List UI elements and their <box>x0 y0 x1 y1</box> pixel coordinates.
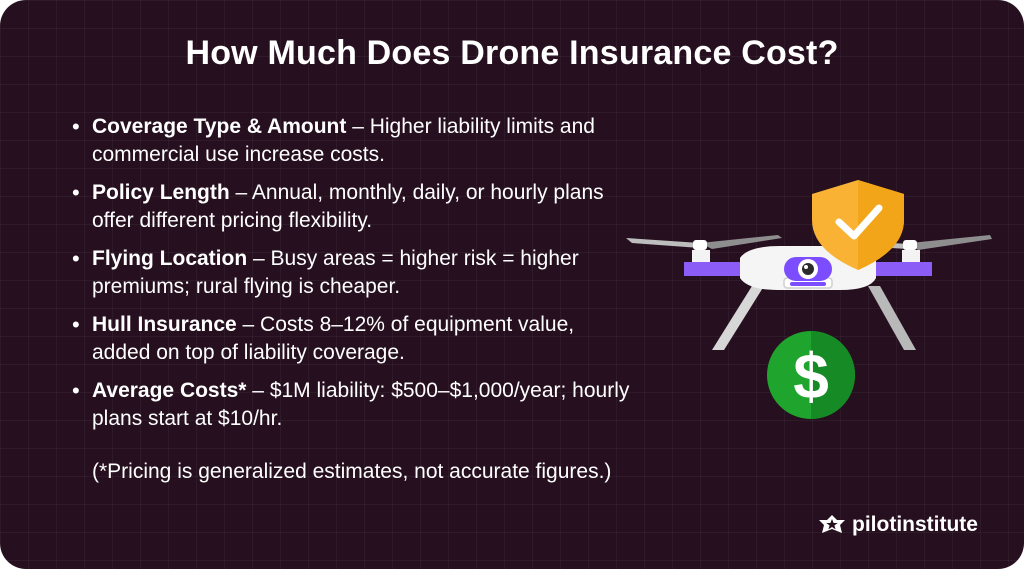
bullet-list: Coverage Type & Amount – Higher liabilit… <box>72 113 632 443</box>
bullet-desc: – Busy areas = higher risk = higher prem… <box>92 247 579 298</box>
dollar-coin-icon: $ <box>767 331 855 419</box>
bullet-term: Flying Location <box>92 247 248 270</box>
brand-name: pilotinstitute <box>852 513 978 536</box>
bullet-desc: – Costs 8–12% of equipment value, added … <box>92 313 575 364</box>
bullet-desc: – Higher liability limits and commercial… <box>92 115 595 166</box>
propeller-left-icon <box>626 235 782 250</box>
pricing-footnote: (*Pricing is generalized estimates, not … <box>92 460 612 483</box>
shield-check-icon <box>812 180 904 270</box>
brand-logo[interactable]: pilotinstitute <box>818 511 978 539</box>
page-title: How Much Does Drone Insurance Cost? <box>185 34 839 72</box>
camera-icon <box>784 257 832 281</box>
bullet-term: Average Costs* <box>92 379 247 402</box>
drone-illustration: $ <box>626 180 992 419</box>
bullet-item: Hull Insurance – Costs 8–12% of equipmen… <box>72 311 632 367</box>
bullet-item: Average Costs* – $1M liability: $500–$1,… <box>72 377 632 433</box>
bullet-term: Coverage Type & Amount <box>92 115 347 138</box>
bullet-term: Hull Insurance <box>92 313 237 336</box>
bullet-item: Coverage Type & Amount – Higher liabilit… <box>72 113 632 169</box>
bullet-item: Policy Length – Annual, monthly, daily, … <box>72 179 632 235</box>
bullet-desc: – Annual, monthly, daily, or hourly plan… <box>92 181 604 232</box>
bullet-term: Policy Length <box>92 181 230 204</box>
svg-text:$: $ <box>793 340 829 412</box>
pilot-institute-logo-icon <box>819 515 845 533</box>
bullet-desc: – $1M liability: $500–$1,000/year; hourl… <box>92 379 630 430</box>
bullet-item: Flying Location – Busy areas = higher ri… <box>72 245 632 301</box>
